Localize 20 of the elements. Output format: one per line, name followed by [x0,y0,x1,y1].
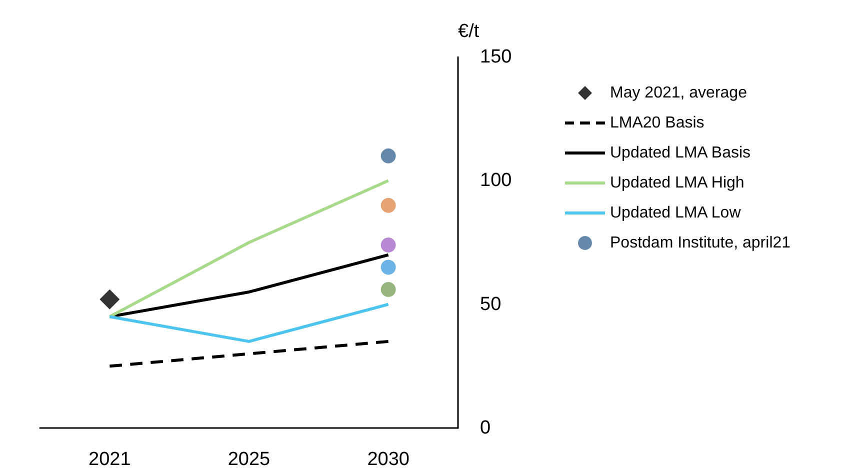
y-tick-label: 150 [480,46,512,68]
x-tick-label: 2021 [88,449,131,470]
point [380,260,396,275]
y-tick-label: 0 [480,418,491,438]
y-tick-label: 100 [480,170,512,192]
point [100,289,120,310]
point [380,148,396,164]
y-tick-label: 50 [480,294,502,315]
legend-label: Updated LMA Basis [610,144,751,162]
x-tick-label: 2030 [367,449,410,470]
y-axis-title: €/t [458,21,480,42]
legend-label: Updated LMA High [610,174,744,192]
x-tick-label: 2025 [228,449,270,470]
point [380,282,396,297]
point [380,237,396,252]
legend-label: May 2021, average [610,84,748,102]
legend-label: Updated LMA Low [610,204,742,222]
legend-label: Postdam Institute, april21 [610,234,791,252]
point [380,198,396,213]
legend-label: LMA20 Basis [610,114,704,132]
